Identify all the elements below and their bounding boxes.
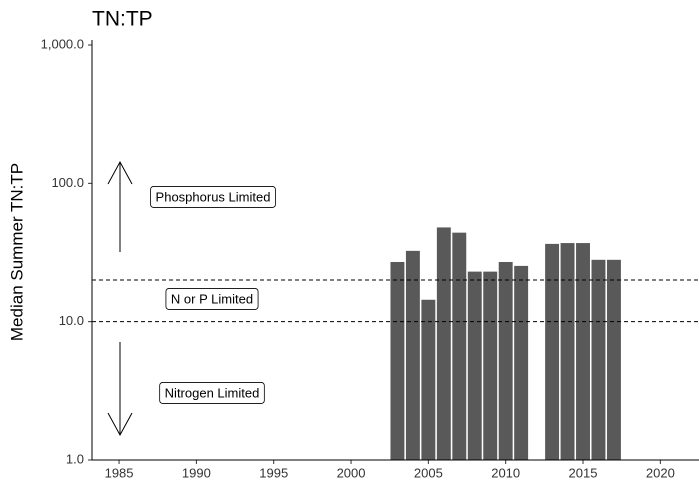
bar [576, 243, 590, 460]
y-tick-label: 1,000.0 [41, 36, 84, 51]
y-tick-label: 1.0 [66, 451, 84, 466]
x-tick-label: 2005 [414, 465, 443, 480]
bar [545, 243, 560, 460]
x-tick-label: 1995 [259, 465, 288, 480]
bar [514, 265, 529, 460]
bar [421, 299, 436, 460]
x-tick-label: 2010 [491, 465, 520, 480]
annotation-box [165, 288, 259, 310]
bar [498, 261, 513, 460]
bar [452, 232, 467, 460]
x-tick-label: 2020 [646, 465, 675, 480]
y-tick-label: 100.0 [51, 175, 84, 190]
bar [591, 259, 606, 460]
bar [467, 271, 482, 460]
bar [483, 271, 498, 460]
y-tick-label: 10.0 [59, 313, 84, 328]
chart-title: TN:TP [92, 8, 153, 31]
bar [560, 243, 575, 460]
annotation: N or P Limited [171, 291, 253, 306]
x-tick-label: 2015 [569, 465, 598, 480]
x-tick-label: 1990 [182, 465, 211, 480]
y-axis-label: Median Summer TN:TP [7, 163, 26, 341]
x-tick-label: 1985 [105, 465, 134, 480]
annotation-box [159, 382, 265, 404]
bar [405, 250, 420, 460]
x-tick-label: 2000 [337, 465, 366, 480]
arrows [107, 160, 133, 437]
annotation-box [150, 186, 276, 208]
annotation: Nitrogen Limited [165, 385, 260, 400]
bar [436, 227, 451, 460]
annotation: Phosphorus Limited [156, 189, 271, 204]
bar [390, 261, 405, 460]
bar [606, 259, 621, 460]
